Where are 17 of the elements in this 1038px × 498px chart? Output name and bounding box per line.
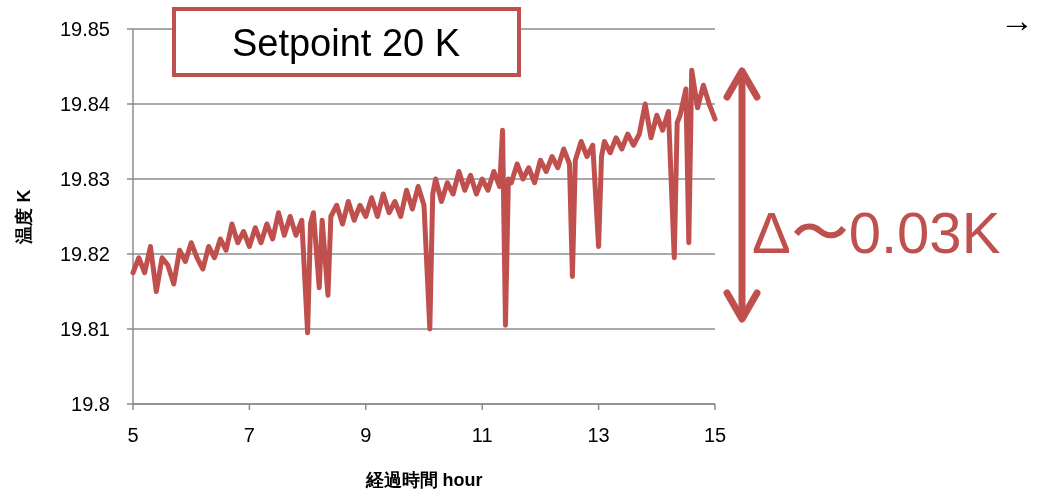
y-axis-title: 温度 K bbox=[14, 189, 34, 245]
x-tick-label: 7 bbox=[243, 424, 255, 446]
x-tick-label: 11 bbox=[471, 424, 493, 446]
text: → bbox=[1000, 1, 1034, 39]
text: Δ〜0.03K bbox=[752, 200, 1001, 265]
x-tick-label: 5 bbox=[127, 424, 139, 446]
y-tick-label: 19.82 bbox=[59, 243, 110, 265]
y-tick-label: 19.84 bbox=[59, 93, 110, 115]
x-tick-label: 9 bbox=[360, 424, 372, 446]
x-tick-label: 13 bbox=[587, 424, 610, 446]
y-tick-label: 19.85 bbox=[59, 18, 110, 40]
x-tick-label: 15 bbox=[703, 424, 727, 446]
y-tick-label: 19.81 bbox=[59, 318, 110, 340]
annotation: Setpoint 20 K bbox=[231, 22, 461, 64]
x-axis-title: 経過時間 hour bbox=[364, 470, 483, 490]
y-tick-label: 19.8 bbox=[71, 393, 110, 415]
y-tick-label: 19.83 bbox=[59, 168, 110, 190]
